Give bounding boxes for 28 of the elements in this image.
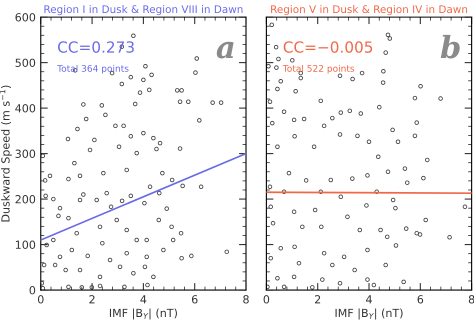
- annotation: CC=−0.005: [284, 41, 372, 53]
- annotation: b: [440, 34, 460, 58]
- x-tick-label: 8: [468, 295, 474, 304]
- x-tick-label: 6: [192, 295, 198, 304]
- annotation: Total 364 points: [57, 64, 129, 74]
- x-tick-label: 6: [418, 295, 424, 304]
- x-axis-title: IMF |B$_{Y}$| (nT): [336, 308, 403, 320]
- x-tick-label: 0: [38, 295, 44, 304]
- annotation: CC=0.273: [58, 41, 134, 53]
- x-tick-label: 8: [243, 295, 249, 304]
- y-tick-label: 100: [16, 240, 36, 249]
- chart-title: Region I in Dusk & Region VIII in Dawn: [44, 5, 242, 16]
- x-tick-label: 2: [314, 295, 320, 304]
- x-tick-label: 4: [140, 295, 146, 304]
- x-axis-title: IMF |B$_{Y}$| (nT): [110, 308, 177, 320]
- annotation: Total 522 points: [282, 64, 354, 74]
- y-tick-label: 500: [16, 58, 36, 67]
- annotation: a: [216, 42, 234, 58]
- x-tick-label: 2: [89, 295, 94, 304]
- y-tick-label: 300: [16, 150, 36, 158]
- chart-title: Region V in Dusk & Region IV in Dawn: [271, 5, 468, 16]
- y-axis-title: Duskward Speed (m s$^{−1}$): [0, 86, 12, 222]
- y-tick-label: 400: [15, 104, 36, 112]
- y-tick-label: 0: [30, 286, 36, 294]
- y-tick-label: 600: [15, 13, 36, 22]
- x-tick-label: 0: [264, 295, 270, 304]
- y-tick-label: 200: [16, 195, 36, 204]
- x-tick-label: 4: [366, 295, 372, 304]
